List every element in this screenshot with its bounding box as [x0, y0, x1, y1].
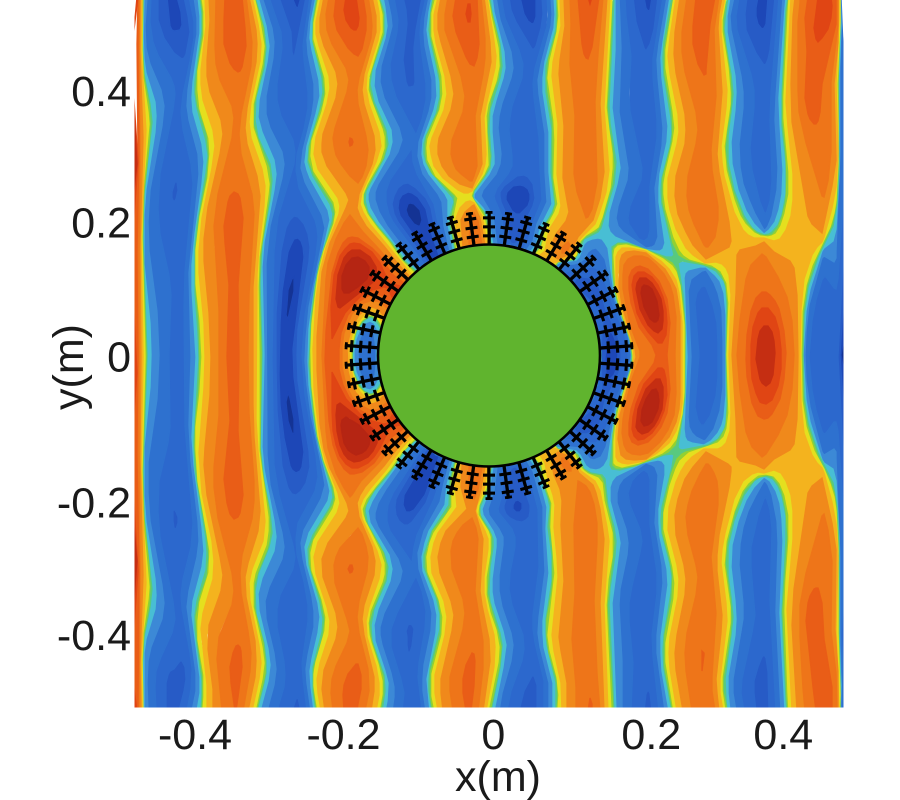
- svg-text:-0.2: -0.2: [57, 480, 131, 528]
- svg-text:0.4: 0.4: [71, 68, 131, 116]
- svg-text:0.2: 0.2: [621, 711, 681, 759]
- svg-text:0: 0: [107, 334, 131, 382]
- svg-text:-0.4: -0.4: [57, 612, 131, 660]
- svg-text:-0.4: -0.4: [158, 711, 232, 759]
- svg-text:x(m): x(m): [455, 753, 541, 800]
- svg-text:y(m): y(m): [45, 324, 93, 410]
- svg-text:0: 0: [481, 711, 505, 759]
- svg-text:0.4: 0.4: [753, 711, 813, 759]
- svg-text:-0.2: -0.2: [306, 711, 380, 759]
- svg-text:0.2: 0.2: [71, 200, 131, 248]
